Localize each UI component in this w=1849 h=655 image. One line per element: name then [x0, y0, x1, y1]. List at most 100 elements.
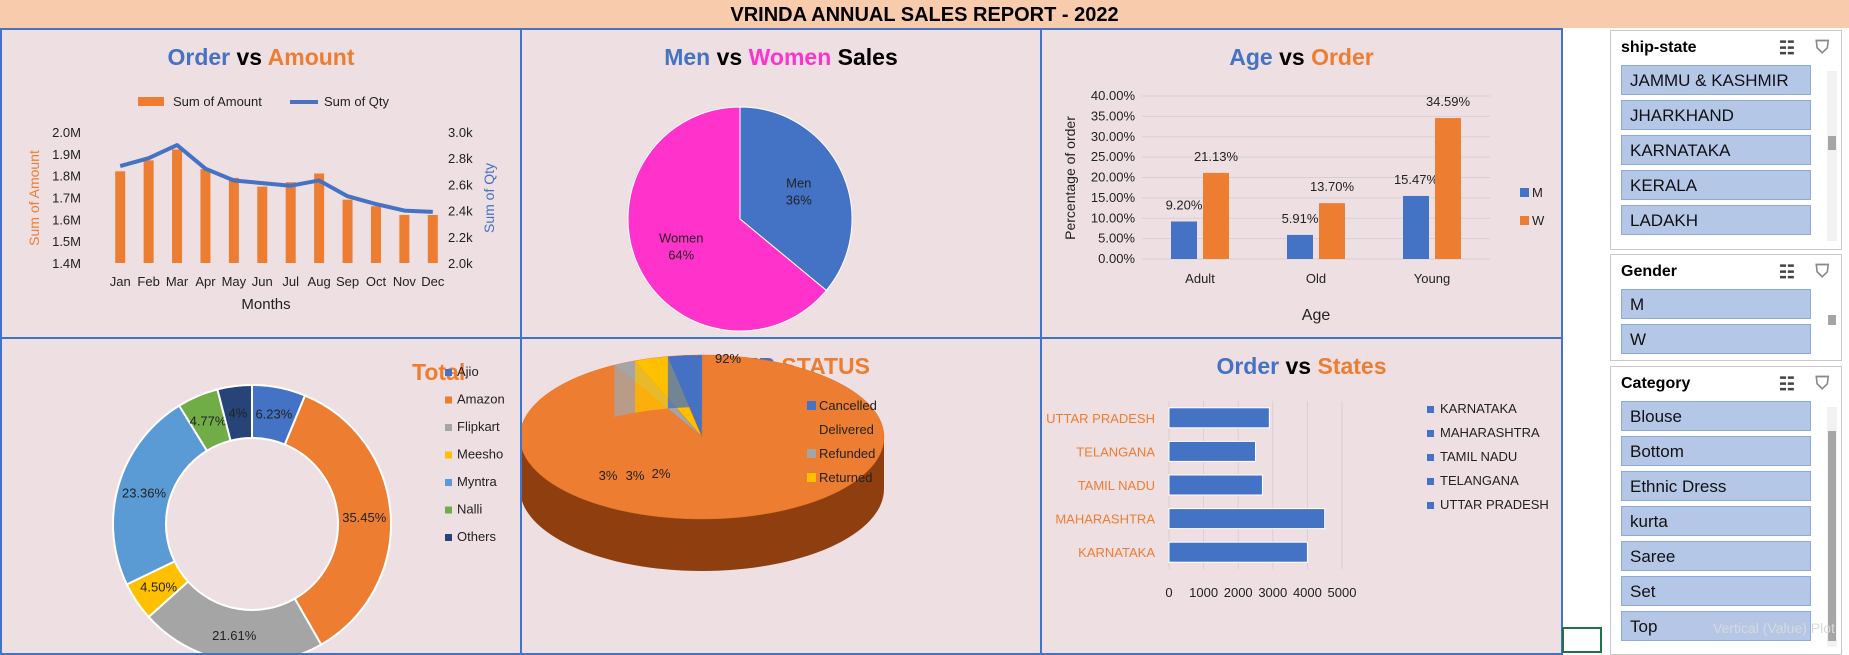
legend-swatch-flipkart [445, 424, 452, 431]
donut-value-label: 23.36% [122, 485, 167, 500]
ship-state-slicer-item[interactable]: KARNATAKA [1621, 135, 1811, 165]
category-slicer-item[interactable]: Set [1621, 576, 1811, 606]
axis-tooltip-label: Vertical (Value) Plot [1713, 620, 1835, 636]
x-tick-label: Mar [166, 274, 189, 289]
men-vs-women-title: Men vs Women Sales [664, 44, 898, 70]
bar-m [1287, 234, 1313, 259]
x-tick-label: 2000 [1224, 585, 1253, 600]
pie-value-label: 2% [652, 466, 671, 481]
y-tick-label: 15.00% [1091, 190, 1136, 205]
legend-swatch-nalli [445, 506, 452, 514]
legend-swatch-refunded [807, 449, 816, 458]
x-tick-label: Aug [308, 274, 331, 289]
ship-state-scrollbar[interactable] [1827, 71, 1837, 241]
category-slicer-item[interactable]: Top [1621, 611, 1811, 641]
legend-label: Returned [819, 470, 872, 485]
legend-swatch-w [1520, 216, 1529, 225]
amount-bar [285, 182, 296, 263]
y-tick-label: MAHARASHTRA [1055, 512, 1155, 527]
legend-swatch [1427, 454, 1434, 461]
legend-swatch-amazon [445, 396, 452, 404]
legend-label-qty: Sum of Qty [324, 94, 390, 109]
legend-label: TAMIL NADU [1440, 449, 1517, 464]
multi-select-icon[interactable]: ☷ [1778, 374, 1795, 394]
age-vs-order-panel[interactable]: Age vs Order 0.00% 5.00% 10.00% 15.00% 20.00… [1040, 28, 1563, 339]
selected-cell[interactable] [1562, 627, 1602, 653]
gender-scroll-thumb[interactable] [1828, 315, 1836, 325]
pie-side-delivered [522, 437, 884, 571]
amount-bar [172, 149, 183, 263]
ship-state-scroll-thumb[interactable] [1828, 136, 1836, 150]
x-tick-label: 5000 [1328, 585, 1357, 600]
y2-tick-label: 2.4k [448, 204, 473, 219]
category-slicer[interactable]: Category ☷ ⛉ Blouse Bottom Ethnic Dress kurta… [1610, 366, 1842, 655]
x-tick-label: Young [1414, 271, 1450, 286]
category-slicer-item[interactable]: Ethnic Dress [1621, 471, 1811, 501]
bar-w [1203, 172, 1229, 259]
order-status-panel[interactable]: ORDER STATUS 92%3%3%2%CancelledDelivered… [520, 337, 1042, 655]
data-label: 21.13% [1194, 149, 1239, 164]
x-tick-label: Dec [421, 274, 445, 289]
men-vs-women-panel[interactable]: Men vs Women Sales Men 36% Women 64% [520, 28, 1042, 339]
clear-filter-icon[interactable]: ⛉ [1815, 373, 1830, 393]
pie-side-cancelled [667, 355, 702, 409]
category-slicer-item[interactable]: Bottom [1621, 436, 1811, 466]
legend-label: Delivered [819, 422, 874, 437]
total-panel[interactable]: Total 6.23% 35.45% 21.61% 4.50% 23.36% 4.77% 4… [0, 337, 522, 655]
ship-state-slicer-item[interactable]: JHARKHAND [1621, 100, 1811, 130]
gender-slicer-item[interactable]: W [1621, 324, 1811, 354]
y-tick-label: 1.6M [52, 212, 81, 227]
y-tick-label: 1.7M [52, 191, 81, 206]
ship-state-slicer[interactable]: ship-state ☷ ⛉ JAMMU & KASHMIR JHARKHAND KAR… [1610, 30, 1842, 250]
legend-label: Ajio [457, 364, 479, 379]
clear-filter-icon[interactable]: ⛉ [1815, 261, 1830, 281]
amount-bar [257, 186, 268, 263]
amount-bar [370, 206, 381, 263]
pie-slice-delivered [522, 354, 885, 520]
category-slicer-item[interactable]: Saree [1621, 541, 1811, 571]
multi-select-icon[interactable]: ☷ [1778, 262, 1795, 282]
y2-axis-title: Sum of Qty [481, 163, 497, 233]
order-vs-amount-title: Order vs Amount [167, 44, 355, 70]
donut-slice-amazon [283, 394, 392, 646]
state-bar [1168, 407, 1270, 429]
pie-value-label: 36% [786, 192, 812, 207]
bar-m [1171, 221, 1197, 259]
ship-state-slicer-item[interactable]: LADAKH [1621, 205, 1811, 235]
state-bar [1168, 474, 1263, 496]
gender-slicer-item[interactable]: M [1621, 289, 1811, 319]
multi-select-icon[interactable]: ☷ [1778, 38, 1795, 58]
bar-w [1435, 118, 1461, 260]
ship-state-slicer-item[interactable]: JAMMU & KASHMIR [1621, 65, 1811, 95]
order-vs-states-panel[interactable]: Order vs States 0 1000 2000 3000 4000 5000 KAR… [1040, 337, 1563, 655]
x-tick-label: 4000 [1293, 585, 1322, 600]
x-tick-label: May [222, 274, 247, 289]
clear-filter-icon[interactable]: ⛉ [1815, 37, 1830, 57]
legend-swatch [1427, 406, 1434, 413]
data-label: 34.59% [1426, 94, 1471, 109]
legend-label: Flipkart [457, 419, 500, 434]
ship-state-slicer-item[interactable]: KERALA [1621, 170, 1811, 200]
y-tick-label: UTTAR PRADESH [1046, 411, 1155, 426]
x-tick-label: Jul [282, 274, 299, 289]
pie-slice-women [627, 106, 828, 332]
amount-bar [115, 171, 126, 263]
category-slicer-item[interactable]: Blouse [1621, 401, 1811, 431]
legend-label: W [1532, 213, 1545, 228]
pie-side-refunded [614, 360, 636, 418]
x-tick-label: Jun [252, 274, 273, 289]
y-tick-label: KARNATAKA [1078, 545, 1155, 560]
legend-swatch [1427, 478, 1434, 485]
legend-label-amount: Sum of Amount [173, 94, 262, 109]
y-tick-label: 0.00% [1098, 251, 1135, 266]
total-title: Total [412, 359, 466, 385]
donut-value-label: 21.61% [212, 628, 257, 643]
amount-bar [143, 160, 154, 263]
order-vs-amount-panel[interactable]: Order vs Amount Sum of Amount Sum of Qty 1… [0, 28, 522, 339]
pie-value-label: 92% [715, 351, 741, 366]
pie-label: Women [659, 231, 704, 246]
category-slicer-item[interactable]: kurta [1621, 506, 1811, 536]
category-scroll-thumb[interactable] [1828, 431, 1836, 641]
y2-tick-label: 3.0k [448, 125, 473, 140]
